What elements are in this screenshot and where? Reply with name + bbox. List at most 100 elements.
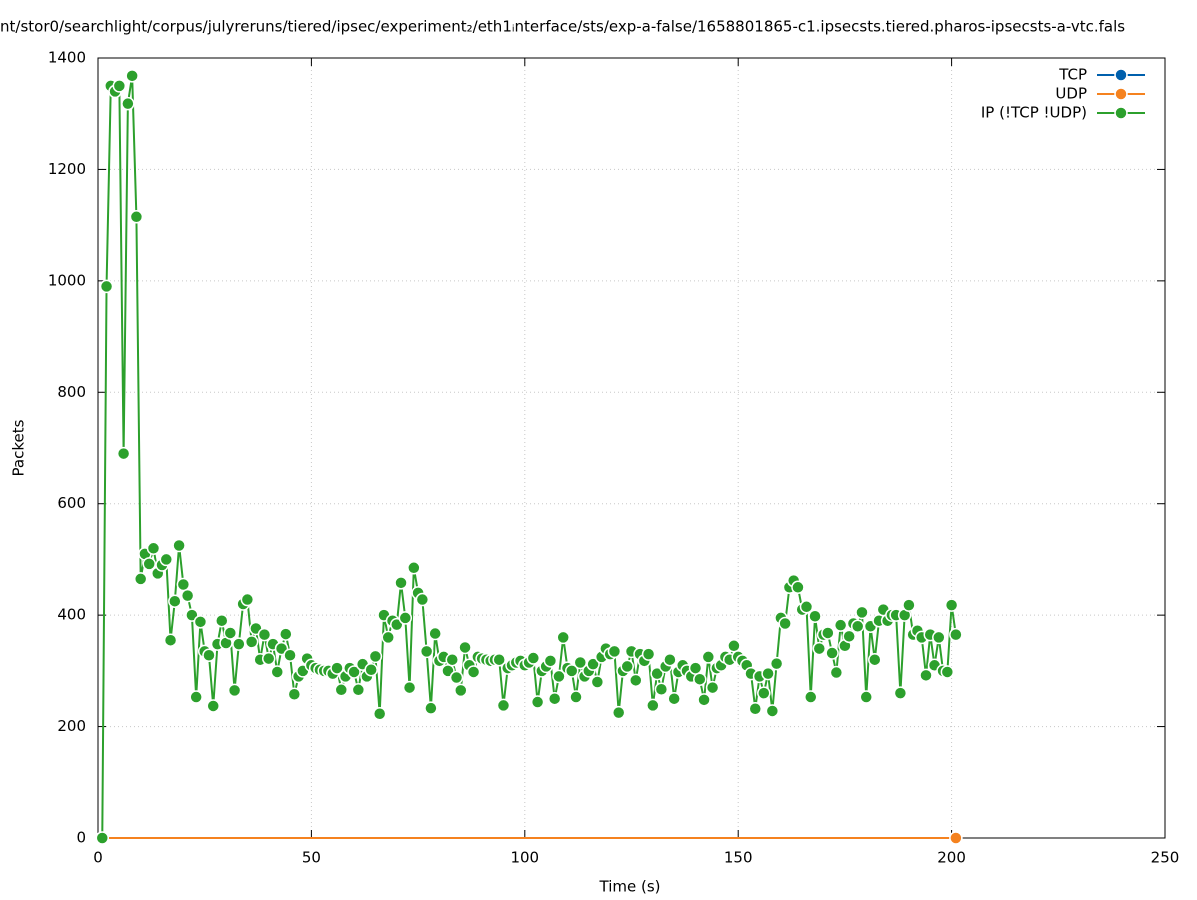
data-point <box>705 680 720 695</box>
data-point <box>547 691 562 706</box>
data-point <box>227 683 242 698</box>
data-point <box>424 701 438 715</box>
data-point <box>850 619 865 634</box>
data-point <box>855 605 869 620</box>
data-point <box>543 654 558 668</box>
y-tick-label: 1400 <box>48 49 86 67</box>
data-point <box>176 577 191 592</box>
data-point <box>330 661 344 675</box>
data-point <box>586 657 600 671</box>
data-point <box>146 541 161 556</box>
series-line <box>101 75 957 839</box>
data-point <box>466 665 481 679</box>
data-point <box>688 661 703 675</box>
data-point <box>573 655 588 670</box>
data-point <box>129 210 144 224</box>
x-tick-label: 0 <box>93 849 103 867</box>
data-point <box>868 652 882 667</box>
data-point <box>202 648 216 663</box>
legend-label: UDP <box>1055 85 1087 103</box>
data-point <box>232 637 246 651</box>
y-tick-label: 0 <box>76 829 86 847</box>
data-point <box>842 629 856 644</box>
data-point <box>189 690 203 704</box>
x-tick-label: 150 <box>724 849 753 867</box>
data-point <box>778 616 792 631</box>
data-point <box>808 609 822 624</box>
data-point <box>121 96 135 111</box>
legend-marker <box>1114 106 1128 120</box>
y-tick-label: 400 <box>57 606 86 624</box>
data-point <box>701 650 716 664</box>
data-point <box>407 561 421 575</box>
data-point <box>940 665 955 679</box>
data-point <box>748 701 763 716</box>
chart-title: nt/stor0/searchlight/corpus/julyreruns/t… <box>0 18 1125 36</box>
data-point <box>829 665 844 680</box>
legend-marker <box>1114 87 1128 101</box>
data-point <box>761 666 775 681</box>
data-point <box>812 641 827 656</box>
y-tick-label: 200 <box>57 717 86 735</box>
data-point <box>556 630 570 645</box>
data-point <box>893 686 908 700</box>
data-point <box>693 672 707 686</box>
y-tick-label: 800 <box>57 383 86 401</box>
data-point <box>133 572 148 586</box>
data-point <box>526 651 541 665</box>
data-point <box>932 630 946 645</box>
data-point <box>283 648 297 663</box>
data-point <box>949 627 963 642</box>
data-point <box>394 576 408 590</box>
data-point <box>125 69 139 83</box>
data-point <box>769 656 784 671</box>
data-point <box>112 79 127 93</box>
data-point <box>791 580 805 595</box>
data-point <box>163 633 178 647</box>
data-point <box>552 669 566 684</box>
data-point <box>833 618 848 632</box>
data-point <box>765 704 780 718</box>
data-point <box>168 594 182 608</box>
y-tick-label: 600 <box>57 494 86 512</box>
data-point <box>804 690 818 704</box>
data-point <box>825 646 839 660</box>
data-point <box>667 691 681 706</box>
data-point <box>949 831 963 845</box>
data-point <box>530 695 545 709</box>
data-point <box>279 627 293 641</box>
data-point <box>902 598 916 612</box>
legend-label: TCP <box>1058 66 1087 84</box>
data-point <box>223 626 238 640</box>
data-point <box>611 705 626 720</box>
data-point <box>364 662 378 677</box>
data-point <box>215 613 229 628</box>
data-point <box>629 673 643 688</box>
data-point <box>116 446 131 461</box>
plot-frame <box>97 57 1166 839</box>
data-point <box>257 627 272 642</box>
data-point <box>99 279 114 294</box>
data-point <box>663 652 677 667</box>
data-point <box>372 707 387 721</box>
x-tick-label: 200 <box>937 849 966 867</box>
data-point <box>334 683 349 697</box>
data-point <box>859 690 873 704</box>
data-point <box>270 665 285 679</box>
data-point <box>697 693 711 707</box>
data-point <box>368 649 383 664</box>
data-point <box>727 639 741 653</box>
y-tick-label: 1200 <box>48 160 86 178</box>
x-tick-label: 50 <box>302 849 321 867</box>
data-point <box>381 630 395 645</box>
data-point <box>142 557 156 571</box>
data-point <box>492 652 506 667</box>
data-point <box>564 664 579 678</box>
x-tick-label: 100 <box>510 849 539 867</box>
data-point <box>646 698 660 713</box>
data-point <box>240 592 255 607</box>
data-point <box>351 683 366 697</box>
data-point <box>287 687 302 702</box>
